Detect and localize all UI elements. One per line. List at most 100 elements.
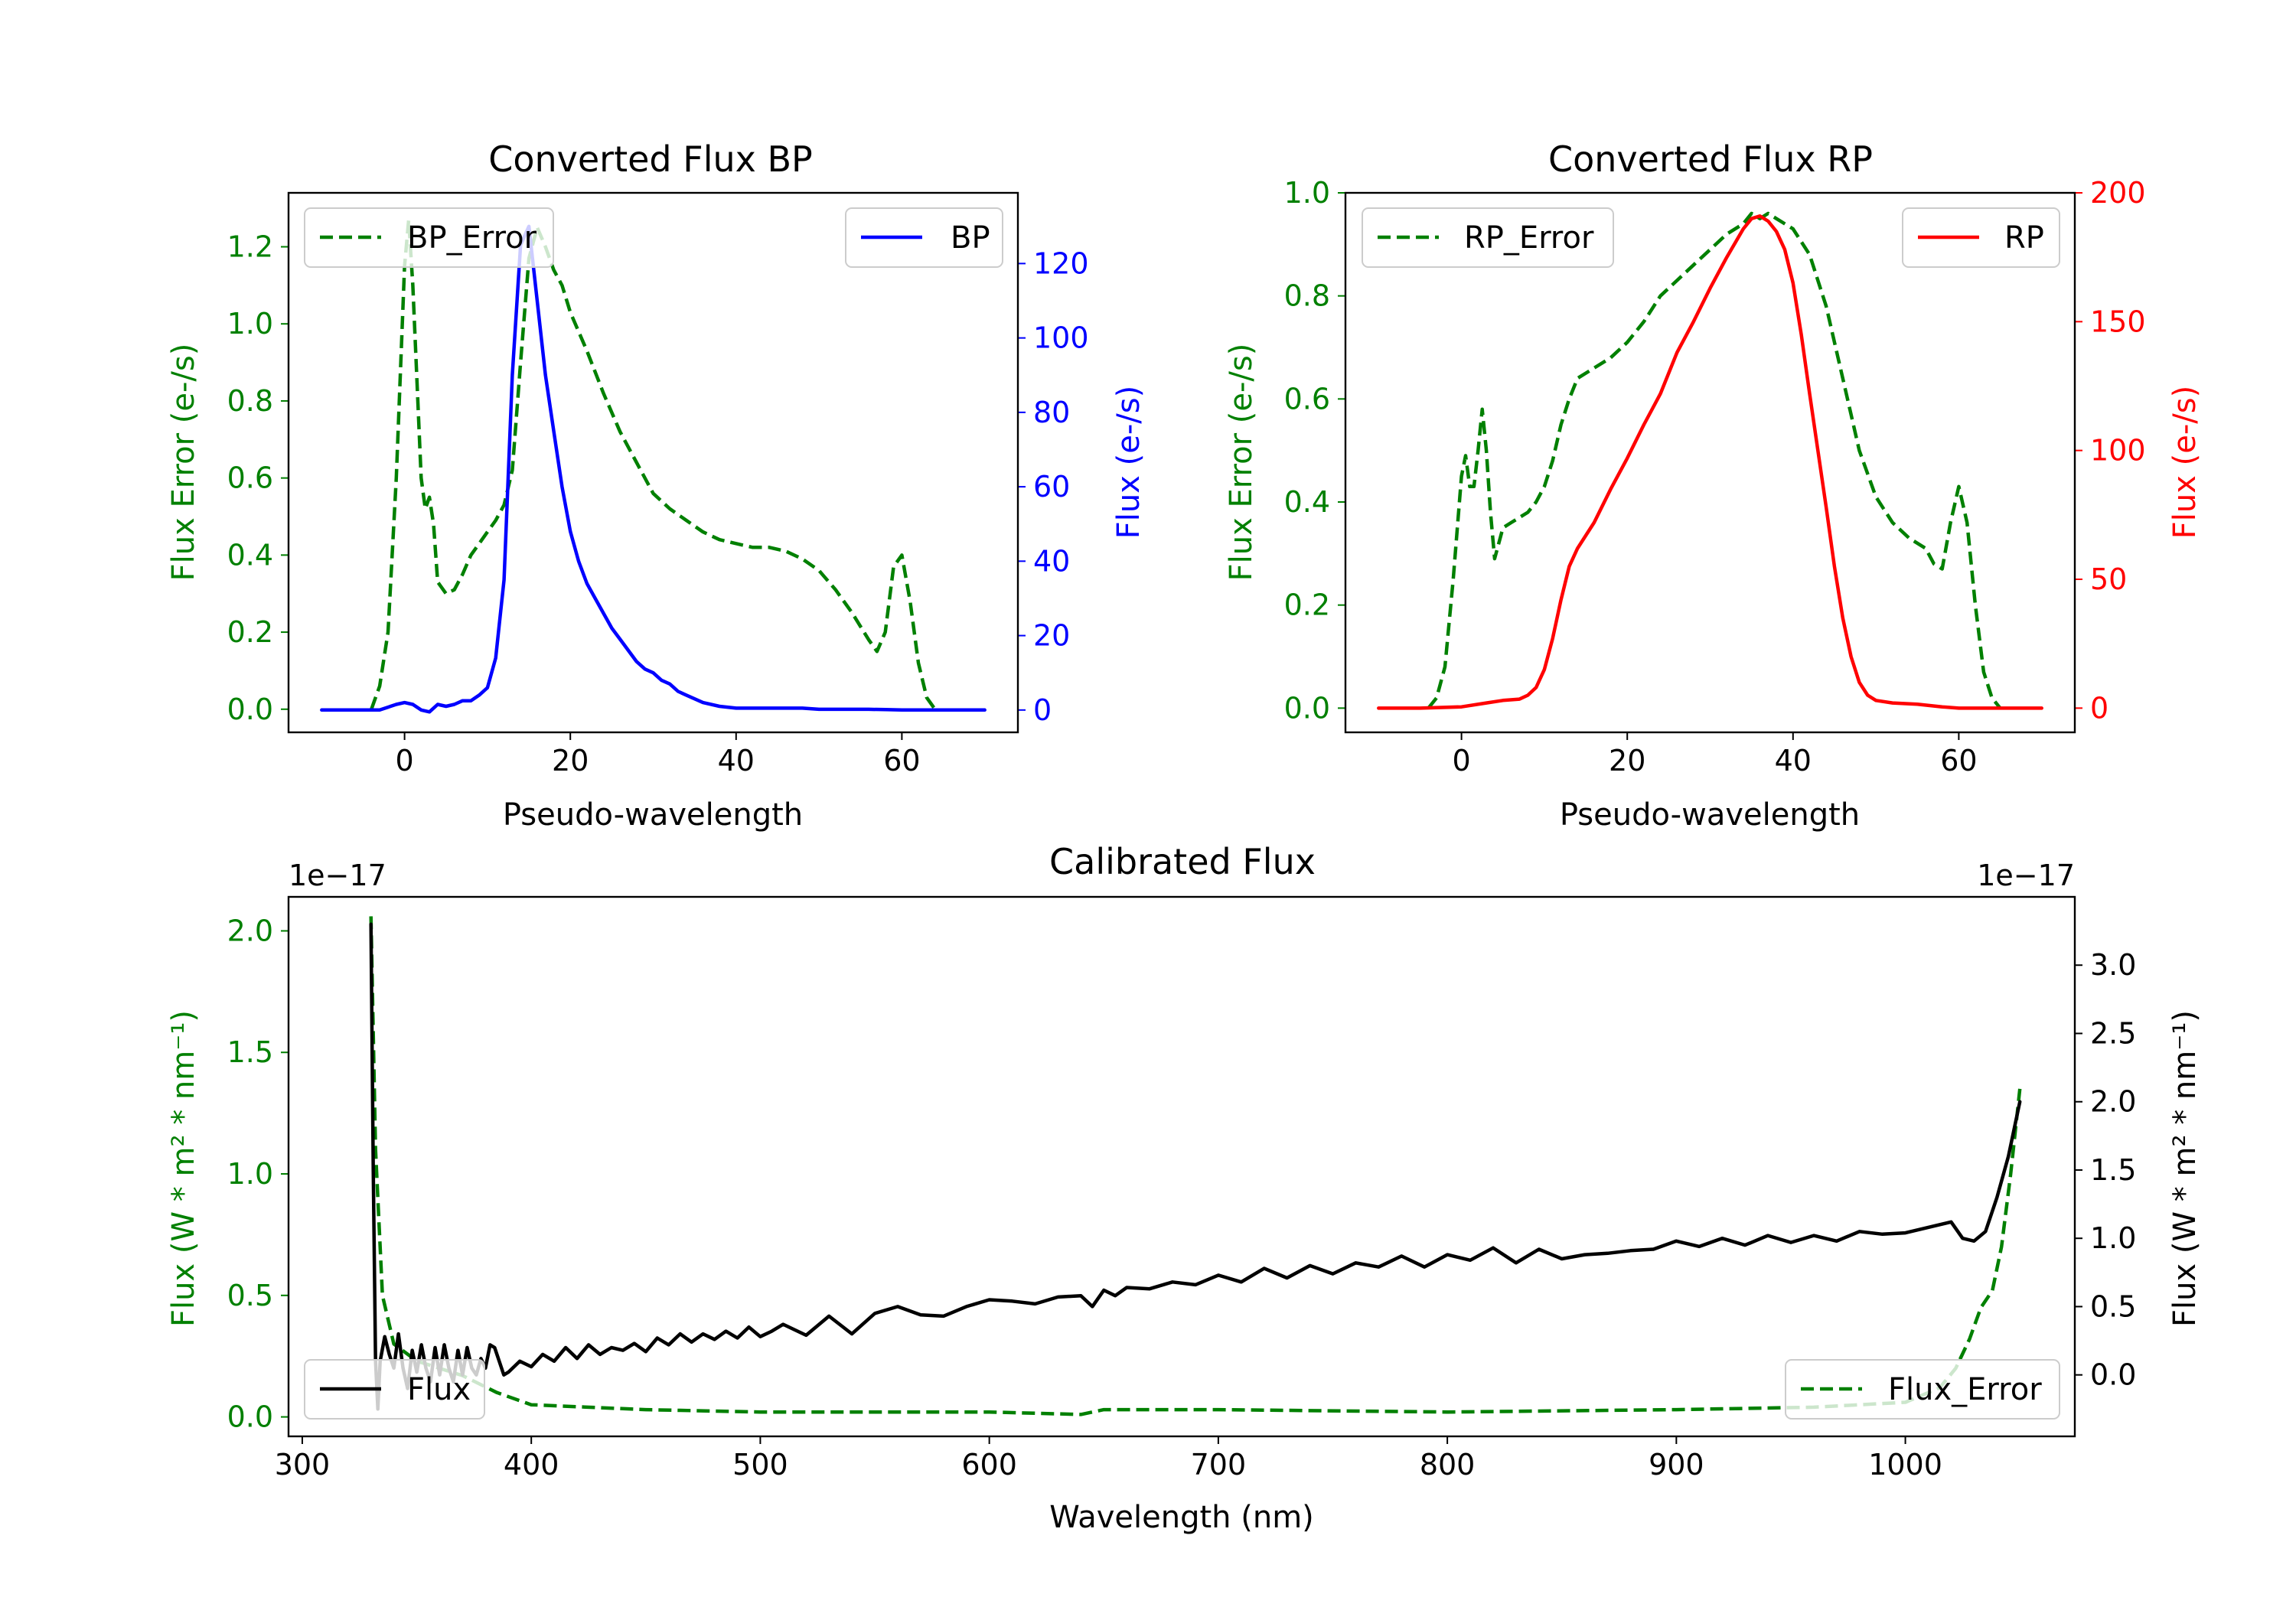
calibrated-x-tick-label: 700 [1191,1448,1247,1482]
rp-left-y-ticks: 0.0 0.2 0.4 0.6 0.8 1.0 [1284,176,1345,725]
rp-x-tick-label: 20 [1609,744,1645,777]
calibrated-right-y-tick-label: 0.5 [2090,1289,2136,1323]
bp-right-y-tick-label: 0 [1033,693,1052,727]
bp-x-axis-label: Pseudo-wavelength [503,797,803,833]
calibrated-right-y-ticks: 0.0 0.5 1.0 1.5 2.0 2.5 3.0 [2075,948,2136,1392]
calibrated-right-y-tick-label: 1.5 [2090,1153,2136,1187]
rp-rp-error-line [1427,211,2002,709]
rp-flux-legend[interactable]: RP [1902,207,2060,268]
bp-right-y-tick-label: 20 [1033,619,1070,653]
bp-right-y-tick-label: 80 [1033,396,1070,429]
rp-left-y-tick-label: 0.4 [1284,485,1330,519]
calibrated-left-y-ticks: 0.0 0.5 1.0 1.5 2.0 [227,914,289,1434]
calibrated-error-legend-box [1785,1359,2060,1420]
calibrated-flux-legend-label: Flux [407,1372,471,1407]
rp-error-legend-label: RP_Error [1464,220,1594,256]
calibrated-x-tick-label: 400 [504,1448,559,1482]
bp-left-y-tick-label: 0.2 [227,615,273,649]
bp-right-y-tick-label: 100 [1033,321,1089,355]
bp-axes-frame [287,191,1019,734]
rp-panel: Converted Flux RP 0 20 40 60 0.00.20.40.60.… [1224,139,2203,833]
bp-left-y-axis-label: Flux Error (e-/s) [166,344,201,582]
rp-flux-legend-box [1902,207,2060,268]
calibrated-right-y-tick-label: 2.0 [2090,1085,2136,1119]
rp-right-y-tick-label: 0 [2090,691,2108,725]
rp-x-tick-label: 40 [1775,744,1812,777]
rp-right-y-tick-label: 100 [2090,434,2146,468]
rp-right-y-tick-label: 50 [2090,562,2127,596]
calibrated-error-legend-label: Flux_Error [1888,1372,2042,1407]
bp-left-y-tick-label: 0.4 [227,538,273,572]
bp-left-y-tick-label: 0.0 [227,693,273,726]
calibrated-left-y-tick-label: 1.5 [227,1035,273,1069]
rp-right-y-ticks: 0 50 100 150 200 [2075,176,2146,725]
calibrated-left-y-tick-label: 0.5 [227,1279,273,1312]
calibrated-axes-frame [287,895,2076,1438]
bp-right-y-tick-label: 60 [1033,470,1070,504]
bp-bp-line [320,224,987,714]
bp-title: Converted Flux BP [488,139,813,180]
bp-bp-error-line [370,218,937,711]
calibrated-left-offset-label: 1e−17 [289,859,386,892]
calibrated-right-y-tick-label: 0.0 [2090,1358,2136,1392]
bp-right-y-ticks: 0 20 40 60 80 100 120 [1018,246,1089,727]
bp-left-y-ticks: 0.0 0.2 0.4 0.6 0.8 1.0 1.2 [227,230,289,726]
rp-x-tick-label: 60 [1940,744,1977,777]
calibrated-x-ticks: 300 400 500 600 700 800 900 1000 [275,1436,1942,1482]
bp-x-tick-label: 20 [552,744,589,777]
bp-left-y-tick-label: 1.0 [227,307,273,341]
rp-rp-line [1377,214,2043,710]
rp-left-y-tick-label: 0.2 [1284,588,1330,622]
calibrated-left-y-tick-label: 2.0 [227,914,273,947]
bp-right-y-tick-label: 40 [1033,544,1070,578]
calibrated-right-offset-label: 1e−17 [1977,859,2075,892]
calibrated-x-tick-label: 300 [275,1448,331,1482]
calibrated-x-tick-label: 800 [1420,1448,1476,1482]
calibrated-right-y-tick-label: 2.5 [2090,1016,2136,1050]
calibrated-left-y-tick-label: 1.0 [227,1157,273,1191]
rp-error-legend-box [1362,207,1614,268]
calibrated-x-axis-label: Wavelength (nm) [1049,1500,1314,1535]
rp-axes-frame [1344,191,2076,734]
rp-left-y-axis-label: Flux Error (e-/s) [1224,344,1259,582]
calibrated-x-tick-label: 900 [1649,1448,1704,1482]
calibrated-title: Calibrated Flux [1049,841,1316,882]
calibrated-right-y-tick-label: 3.0 [2090,948,2136,982]
rp-flux-legend-label: RP [2004,220,2044,256]
calibrated-panel: Calibrated Flux 1e−17 1e−17 300 400 500 600… [166,841,2203,1535]
rp-right-y-tick-label: 200 [2090,176,2146,210]
rp-title: Converted Flux RP [1548,139,1873,180]
rp-x-tick-label: 0 [1453,744,1471,777]
bp-x-tick-label: 0 [396,744,414,777]
calibrated-x-tick-label: 600 [961,1448,1017,1482]
bp-left-y-tick-label: 0.8 [227,384,273,418]
bp-left-y-tick-label: 1.2 [227,230,273,264]
calibrated-left-y-tick-label: 0.0 [227,1400,273,1434]
calibrated-left-y-axis-label: Flux (W * m² * nm⁻¹) [166,1010,201,1327]
rp-right-y-axis-label: Flux (e-/s) [2167,386,2203,539]
bp-series-layer [320,218,987,714]
bp-error-legend-label: BP_Error [407,220,537,256]
bp-panel: Converted Flux BP 0 20 40 60 0.00.20.40.60.… [166,139,1146,833]
rp-right-y-tick-label: 150 [2090,305,2146,338]
calibrated-x-tick-label: 1000 [1868,1448,1942,1482]
rp-left-y-tick-label: 0.6 [1284,382,1330,416]
bp-x-tick-label: 40 [718,744,755,777]
bp-x-tick-label: 60 [883,744,920,777]
calibrated-flux-legend[interactable]: Flux [304,1359,485,1420]
rp-x-ticks: 0 20 40 60 [1453,732,1978,777]
bp-right-y-tick-label: 120 [1033,246,1089,280]
bp-error-legend[interactable]: BP_Error [304,207,554,268]
bp-right-y-axis-label: Flux (e-/s) [1111,386,1146,539]
rp-left-y-tick-label: 1.0 [1284,176,1330,210]
bp-flux-legend[interactable]: BP [845,207,1003,268]
rp-left-y-tick-label: 0.0 [1284,691,1330,725]
bp-flux-legend-box [845,207,1003,268]
calibrated-x-tick-label: 500 [732,1448,788,1482]
calibrated-flux-legend-box [304,1359,485,1420]
rp-error-legend[interactable]: RP_Error [1362,207,1614,268]
bp-x-ticks: 0 20 40 60 [396,732,921,777]
bp-left-y-tick-label: 0.6 [227,461,273,495]
calibrated-error-legend[interactable]: Flux_Error [1785,1359,2060,1420]
